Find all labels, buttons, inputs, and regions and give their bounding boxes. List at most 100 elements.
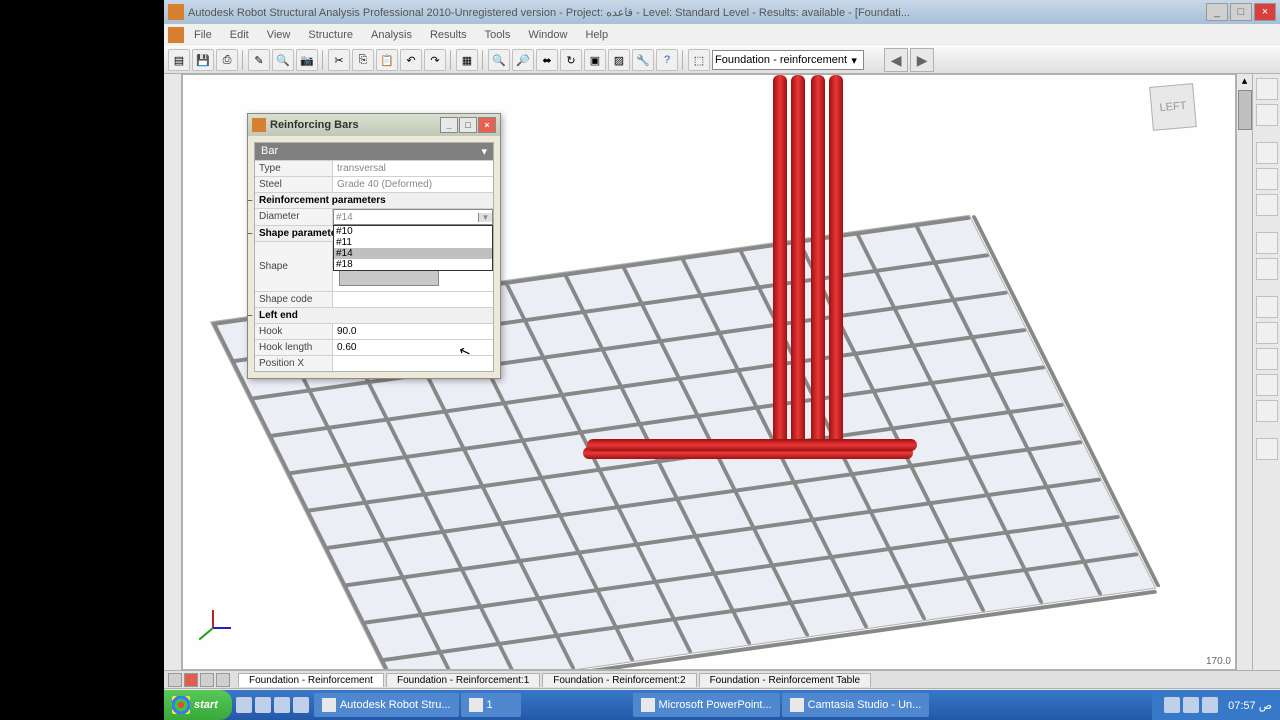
rtool-icon[interactable]: [1256, 232, 1278, 254]
view-tab[interactable]: Foundation - Reinforcement:2: [542, 673, 696, 687]
dialog-close-button[interactable]: ×: [478, 117, 496, 133]
tab-icon[interactable]: [168, 673, 182, 687]
windows-taskbar: start Autodesk Robot Stru... 1 Microsoft…: [164, 690, 1280, 720]
tray-icon[interactable]: [1202, 697, 1218, 713]
wrench-icon[interactable]: 🔧: [632, 49, 654, 71]
zoomwin-icon[interactable]: 🔍: [488, 49, 510, 71]
rtool-icon[interactable]: [1256, 322, 1278, 344]
layout-icon[interactable]: ⬚: [688, 49, 710, 71]
task-button[interactable]: Autodesk Robot Stru...: [314, 693, 459, 717]
rtool-icon[interactable]: [1256, 168, 1278, 190]
vertical-scrollbar[interactable]: ▴: [1236, 74, 1252, 670]
property-grid: Bar▾ Typetransversal SteelGrade 40 (Defo…: [254, 142, 494, 372]
viewport[interactable]: LEFT 170.0 Reinforcing Bars: [182, 74, 1236, 670]
tool-icon[interactable]: ✎: [248, 49, 270, 71]
diameter-option[interactable]: #11: [334, 237, 492, 248]
rotate-icon[interactable]: ↻: [560, 49, 582, 71]
left-ruler: [164, 74, 182, 670]
cut-icon[interactable]: ✂: [328, 49, 350, 71]
menu-window[interactable]: Window: [520, 27, 575, 43]
camera-icon[interactable]: 📷: [296, 49, 318, 71]
app-menu-icon[interactable]: [168, 27, 184, 43]
tab-icon[interactable]: [184, 673, 198, 687]
rtool-icon[interactable]: [1256, 400, 1278, 422]
ql-icon[interactable]: [274, 697, 290, 713]
close-button[interactable]: ×: [1254, 3, 1276, 21]
dialog-minimize-button[interactable]: _: [440, 117, 458, 133]
tool-panel-icon[interactable]: ▤: [168, 49, 190, 71]
grid-section-bar[interactable]: Bar▾: [255, 143, 493, 160]
tab-icon[interactable]: [216, 673, 230, 687]
menu-file[interactable]: File: [186, 27, 220, 43]
foundation-rebar: [587, 439, 917, 451]
save-icon[interactable]: 💾: [192, 49, 214, 71]
prev-button[interactable]: ◀: [884, 48, 908, 72]
copy-icon[interactable]: ⎘: [352, 49, 374, 71]
rtool-icon[interactable]: [1256, 194, 1278, 216]
grid-section-leftend[interactable]: Left end: [255, 307, 493, 323]
ql-icon[interactable]: [255, 697, 271, 713]
tray-icon[interactable]: [1183, 697, 1199, 713]
zoom-icon[interactable]: 🔍: [272, 49, 294, 71]
hook-value[interactable]: 90.0: [333, 324, 493, 339]
rtool-icon[interactable]: [1256, 348, 1278, 370]
help-icon[interactable]: ?: [656, 49, 678, 71]
minimize-button[interactable]: _: [1206, 3, 1228, 21]
grid-section-reinforcement[interactable]: Reinforcement parameters: [255, 192, 493, 208]
view-tab[interactable]: Foundation - Reinforcement:1: [386, 673, 540, 687]
app-icon: [168, 4, 184, 20]
undo-icon[interactable]: ↶: [400, 49, 422, 71]
rtool-icon[interactable]: [1256, 78, 1278, 100]
menu-structure[interactable]: Structure: [300, 27, 361, 43]
tray-icon[interactable]: [1164, 697, 1180, 713]
ql-icon[interactable]: [293, 697, 309, 713]
menubar: File Edit View Structure Analysis Result…: [164, 24, 1280, 46]
menu-results[interactable]: Results: [422, 27, 475, 43]
layout-combo[interactable]: Foundation - reinforcement ▾: [712, 50, 864, 70]
diameter-option[interactable]: #10: [334, 226, 492, 237]
viewcube[interactable]: LEFT: [1149, 83, 1197, 131]
redo-icon[interactable]: ↷: [424, 49, 446, 71]
start-button[interactable]: start: [164, 690, 232, 720]
menu-help[interactable]: Help: [577, 27, 616, 43]
restore-button[interactable]: □: [1230, 3, 1252, 21]
shape-label: Shape: [255, 242, 333, 291]
menu-tools[interactable]: Tools: [477, 27, 519, 43]
steel-label: Steel: [255, 177, 333, 192]
task-button[interactable]: Camtasia Studio - Un...: [782, 693, 930, 717]
rtool-icon[interactable]: [1256, 104, 1278, 126]
ql-icon[interactable]: [236, 697, 252, 713]
column-rebar: [811, 75, 825, 447]
print-icon[interactable]: ⎙: [216, 49, 238, 71]
diameter-combo[interactable]: #14 ▼: [333, 209, 493, 225]
rtool-icon[interactable]: [1256, 142, 1278, 164]
task-button[interactable]: 1: [461, 693, 521, 717]
diameter-option[interactable]: #18: [334, 259, 492, 270]
pan-icon[interactable]: ⬌: [536, 49, 558, 71]
menu-view[interactable]: View: [259, 27, 299, 43]
shapecode-value[interactable]: [333, 292, 493, 307]
task-button[interactable]: Microsoft PowerPoint...: [633, 693, 780, 717]
dialog-titlebar[interactable]: Reinforcing Bars _ □ ×: [248, 114, 500, 136]
zoomout-icon[interactable]: 🔎: [512, 49, 534, 71]
view1-icon[interactable]: ▣: [584, 49, 606, 71]
view-tab[interactable]: Foundation - Reinforcement Table: [699, 673, 871, 687]
view-tab[interactable]: Foundation - Reinforcement: [238, 673, 384, 687]
app-title: Autodesk Robot Structural Analysis Profe…: [188, 6, 1206, 19]
tab-icon[interactable]: [200, 673, 214, 687]
diameter-option[interactable]: #14: [334, 248, 492, 259]
column-rebar: [829, 75, 843, 447]
system-clock[interactable]: 07:57 ص: [1152, 690, 1280, 720]
next-button[interactable]: ▶: [910, 48, 934, 72]
view2-icon[interactable]: ▨: [608, 49, 630, 71]
hook-label: Hook: [255, 324, 333, 339]
rtool-icon[interactable]: [1256, 374, 1278, 396]
menu-analysis[interactable]: Analysis: [363, 27, 420, 43]
rtool-icon[interactable]: [1256, 438, 1278, 460]
rtool-icon[interactable]: [1256, 296, 1278, 318]
dialog-maximize-button[interactable]: □: [459, 117, 477, 133]
calc-icon[interactable]: ▦: [456, 49, 478, 71]
menu-edit[interactable]: Edit: [222, 27, 257, 43]
rtool-icon[interactable]: [1256, 258, 1278, 280]
paste-icon[interactable]: 📋: [376, 49, 398, 71]
